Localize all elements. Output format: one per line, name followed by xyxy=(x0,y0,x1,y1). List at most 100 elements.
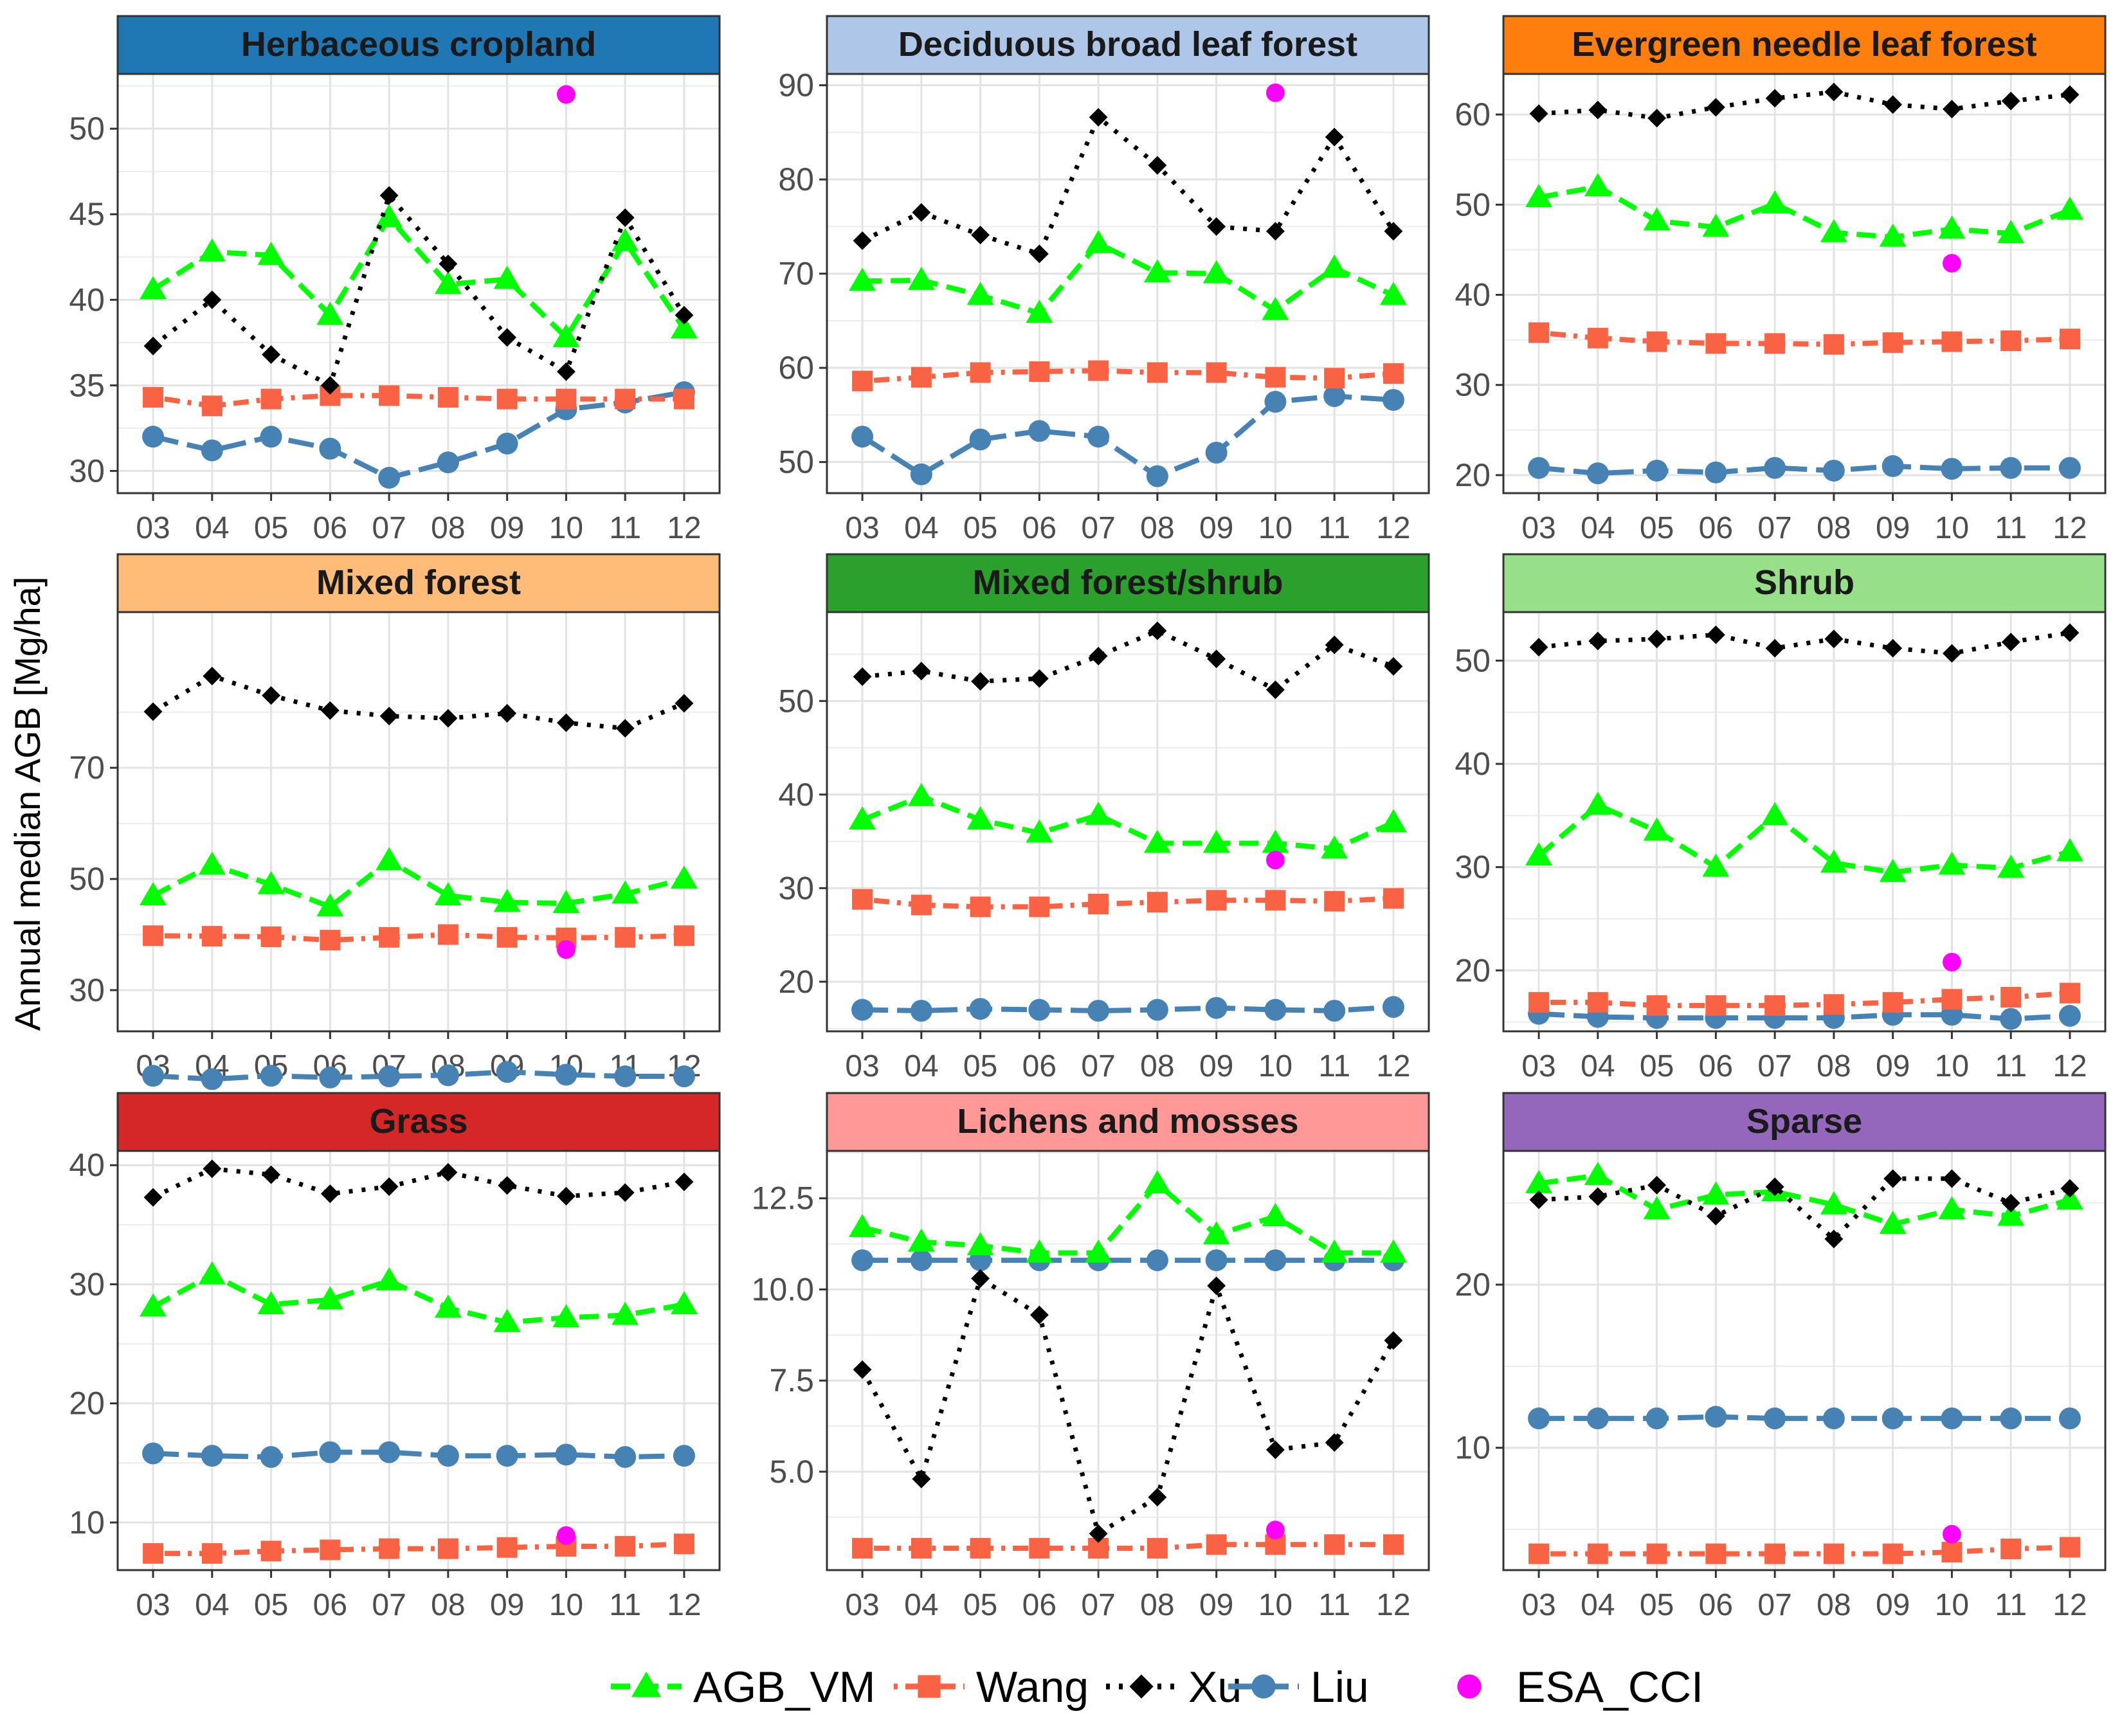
x-tick-label: 11 xyxy=(1318,1049,1350,1083)
data-point-wang xyxy=(1324,368,1345,389)
series-xu xyxy=(1529,82,2080,128)
y-tick-label: 50 xyxy=(1455,642,1491,678)
panel-title-evergreen-needle-leaf-forest: Evergreen needle leaf forest xyxy=(1572,25,2036,64)
data-point-xu xyxy=(1089,646,1108,665)
data-point-xu xyxy=(1883,1169,1903,1188)
data-point-wang xyxy=(201,1543,222,1564)
data-point-liu xyxy=(1764,1407,1786,1430)
data-point-wang xyxy=(1528,1543,1550,1564)
data-point-liu xyxy=(910,999,932,1022)
y-tick-label: 40 xyxy=(1455,746,1491,782)
x-tick-label: 08 xyxy=(1140,1049,1174,1083)
data-point-wang xyxy=(1383,363,1404,384)
data-point-agb-vm xyxy=(1379,1239,1407,1263)
data-point-liu xyxy=(201,439,223,462)
panel-herbaceous-cropland: Herbaceous cropland 30 35 40 45 50 03 04 05 06 07 0… xyxy=(69,15,721,545)
data-point-agb-vm xyxy=(1321,254,1348,278)
x-tick-label: 05 xyxy=(1640,1588,1674,1622)
data-point-xu xyxy=(556,713,576,732)
panel-border-shrub xyxy=(1502,611,2107,1033)
data-point-agb-vm xyxy=(1702,213,1730,237)
data-point-wang xyxy=(1029,896,1050,918)
data-point-xu xyxy=(2001,633,2020,652)
data-point-wang xyxy=(1941,1542,1963,1563)
data-point-liu xyxy=(319,1441,341,1463)
x-tick-label: 06 xyxy=(1022,511,1056,545)
data-point-xu xyxy=(971,1269,990,1288)
y-tick-label: 40 xyxy=(1455,277,1491,313)
data-point-agb-vm xyxy=(2056,1186,2083,1210)
x-tick-label: 03 xyxy=(1521,511,1555,545)
data-point-wang xyxy=(1528,992,1550,1013)
data-point-agb-vm xyxy=(1525,842,1553,865)
data-point-liu xyxy=(1087,426,1110,448)
series-xu xyxy=(853,1269,1403,1543)
plot-area-grass xyxy=(118,1151,720,1570)
data-point-liu xyxy=(1646,459,1668,482)
x-tick-label: 10 xyxy=(549,511,583,545)
x-tick-label: 05 xyxy=(254,511,288,545)
data-point-agb-vm xyxy=(1997,1202,2025,1226)
plot-area-herbaceous-cropland xyxy=(118,74,720,493)
data-point-xu xyxy=(143,336,163,356)
data-point-liu xyxy=(2058,1407,2081,1430)
data-point-agb-vm xyxy=(1997,220,2025,244)
panel-border-herbaceous-cropland xyxy=(116,73,721,494)
data-point-wang xyxy=(673,1533,694,1555)
data-point-agb-vm xyxy=(376,204,403,228)
data-point-wang xyxy=(1823,334,1844,355)
series-agb-vm xyxy=(1525,791,2083,882)
data-point-wang xyxy=(1383,888,1404,909)
series-esa-cci xyxy=(1265,83,1285,102)
x-tick-label: 05 xyxy=(1640,1049,1674,1083)
data-point-xu xyxy=(675,1172,694,1191)
data-point-wang xyxy=(673,388,694,410)
series-line-wang xyxy=(862,368,1394,384)
x-tick-label: 07 xyxy=(1081,511,1115,545)
x-tick-label: 08 xyxy=(1140,1588,1174,1622)
data-point-wang xyxy=(1324,1534,1345,1555)
data-point-agb-vm xyxy=(1761,802,1789,826)
plot-area-evergreen-needle-leaf-forest xyxy=(1503,74,2105,493)
series-line-agb-vm xyxy=(1538,1172,2071,1227)
legend-marker-xu xyxy=(1129,1674,1154,1699)
data-point-agb-vm xyxy=(1026,819,1053,843)
y-tick-label: 5.0 xyxy=(769,1454,814,1490)
data-point-wang xyxy=(2000,330,2022,352)
series-xu xyxy=(1529,623,2080,663)
series-line-xu xyxy=(860,1275,1395,1537)
x-tick-label: 08 xyxy=(431,511,465,545)
x-tick-label: 07 xyxy=(1081,1588,1115,1622)
data-point-wang xyxy=(201,395,222,417)
data-point-agb-vm xyxy=(1584,173,1611,197)
y-tick-label: 70 xyxy=(69,750,105,786)
panel-title-lichens-and-mosses: Lichens and mosses xyxy=(957,1102,1298,1141)
data-point-agb-vm xyxy=(1702,853,1730,877)
data-point-liu xyxy=(2058,457,2081,479)
data-point-agb-vm xyxy=(552,890,580,914)
data-point-liu xyxy=(260,426,282,448)
x-tick-label: 11 xyxy=(1995,1588,2027,1622)
data-point-wang xyxy=(852,1537,873,1559)
data-point-xu xyxy=(1588,1187,1608,1206)
data-point-agb-vm xyxy=(434,271,462,294)
data-point-agb-vm xyxy=(1321,1239,1348,1263)
data-point-wang xyxy=(556,388,577,410)
series-liu xyxy=(1528,1406,2081,1430)
data-point-liu xyxy=(1705,461,1727,484)
data-point-wang xyxy=(496,927,518,948)
legend-marker-liu xyxy=(1251,1674,1276,1699)
data-point-agb-vm xyxy=(612,228,639,251)
x-tick-label: 11 xyxy=(1318,511,1350,545)
data-point-xu xyxy=(1089,1524,1108,1543)
data-point-agb-vm xyxy=(198,1261,226,1285)
data-point-xu xyxy=(1029,244,1049,264)
data-point-agb-vm xyxy=(1820,1191,1847,1215)
panel-mixed-forest-shrub: Mixed forest/shrub 20 30 40 50 03 04 05 06 07 08 09… xyxy=(778,553,1430,1083)
data-point-xu xyxy=(556,1186,576,1206)
data-point-liu xyxy=(1646,1407,1668,1430)
data-point-agb-vm xyxy=(552,1304,580,1328)
data-point-agb-vm xyxy=(1202,1221,1230,1245)
data-point-liu xyxy=(437,451,459,474)
data-point-liu xyxy=(378,467,401,489)
